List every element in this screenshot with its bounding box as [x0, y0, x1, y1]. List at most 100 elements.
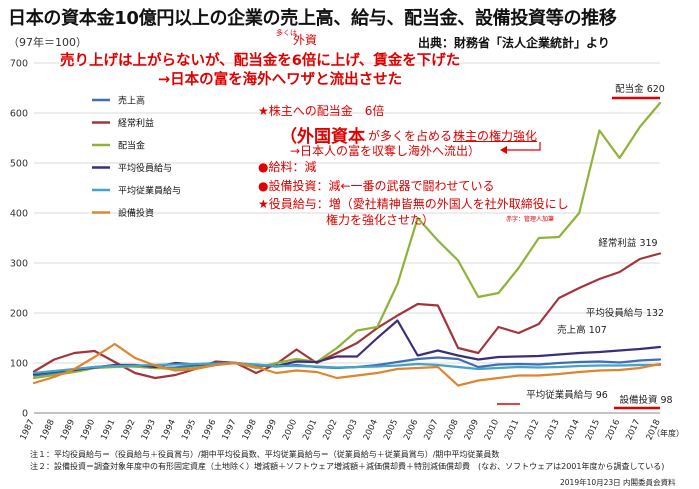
end-label: 設備投資 98	[619, 394, 672, 406]
data-point	[436, 239, 439, 242]
data-point	[396, 283, 399, 285]
data-point	[53, 376, 56, 378]
legend-entry: 配当金	[118, 140, 145, 152]
x-tick-label: 1993	[140, 418, 158, 442]
data-point	[659, 358, 661, 361]
data-point	[295, 365, 298, 367]
data-point	[618, 369, 621, 371]
data-point	[578, 371, 581, 373]
x-tick-label: 1989	[59, 418, 77, 442]
data-point	[295, 369, 298, 372]
x-tick-label: 2001	[301, 418, 319, 442]
data-point	[537, 237, 540, 239]
data-point	[154, 377, 157, 379]
data-point	[598, 129, 601, 132]
data-point	[376, 372, 379, 374]
data-point	[275, 365, 278, 367]
data-point	[477, 296, 480, 298]
data-point	[376, 337, 379, 339]
data-point	[517, 363, 520, 365]
x-tick-label: 1999	[261, 418, 279, 442]
annotation-shareholder-power: 株主の権力強化	[453, 129, 538, 143]
data-point	[113, 365, 116, 367]
data-point	[295, 360, 298, 363]
data-point	[457, 358, 459, 360]
data-point	[356, 342, 358, 344]
data-point	[53, 374, 56, 376]
data-point	[295, 358, 298, 360]
x-tick-label: 1998	[241, 418, 259, 442]
data-point	[537, 374, 540, 377]
data-point	[174, 369, 177, 372]
data-point	[517, 332, 520, 334]
data-point	[659, 252, 661, 255]
end-labels: 売上高 107 経常利益 319 配当金 620 平均役員給与 132 平均従業員給与 …	[526, 83, 672, 406]
data-point	[255, 372, 258, 374]
data-point	[497, 326, 500, 328]
data-point	[113, 361, 116, 363]
data-point	[517, 355, 520, 358]
data-point	[537, 323, 540, 325]
series-1	[32, 252, 662, 380]
data-point	[436, 356, 439, 359]
data-point	[53, 370, 56, 372]
x-tick-label: 2017	[624, 418, 642, 442]
data-point	[336, 355, 338, 358]
data-point	[598, 351, 601, 353]
data-point	[154, 364, 157, 367]
data-point	[457, 384, 459, 387]
data-point	[416, 367, 419, 369]
x-tick-label: 2011	[503, 418, 521, 442]
x-tick-label: 2013	[544, 418, 562, 442]
annotation-author-note: 赤字：管理人加筆	[506, 216, 555, 223]
data-point	[73, 368, 76, 370]
annotation-wealth-outflow: →日本人の富を収奪し海外へ流出）	[290, 144, 481, 158]
end-label: 平均従業員給与 96	[526, 389, 608, 401]
x-tick-label: 2010	[483, 418, 501, 442]
data-point	[93, 356, 96, 358]
y-axis-unit: （97年＝100）	[8, 36, 87, 49]
arrow-line	[505, 142, 541, 151]
data-point	[275, 362, 278, 364]
data-point	[578, 352, 581, 354]
end-label: 経常利益 319	[598, 237, 657, 249]
x-tick-label: 2016	[604, 418, 622, 442]
annotation-foreign-capital-rest: が多くを占める	[368, 129, 453, 143]
x-tick-label: 2007	[422, 418, 440, 442]
footnote-2: 注２：設備投資＝調査対象年度中の有形固定資産（土地除く）増減額＋ソフトウェア増減…	[30, 462, 665, 471]
annotation-executive-pay: ★役員給与：増（愛社精神皆無の外国人を社外取締役にし	[258, 197, 569, 211]
data-point	[558, 373, 560, 375]
data-point	[638, 367, 641, 369]
data-point	[558, 366, 560, 368]
page-title: 日本の資本金10億円以上の企業の売上高、給与、配当金、設備投資等の推移	[8, 8, 617, 29]
x-tick-label: 2002	[321, 418, 339, 442]
annotation-salary: ●給料：減	[258, 160, 317, 174]
data-point	[537, 363, 540, 366]
data-point	[315, 371, 318, 373]
legend-entry: 設備投資	[118, 207, 154, 219]
arrow-head-icon	[500, 146, 507, 154]
legend-entry: 経常利益	[118, 117, 154, 129]
data-point	[33, 377, 35, 379]
data-point	[578, 287, 581, 289]
data-point	[436, 304, 439, 307]
data-point	[598, 364, 601, 367]
x-tick-label: 1997	[220, 418, 238, 442]
end-label: 配当金 620	[615, 83, 665, 95]
data-point	[336, 366, 338, 369]
legend-entry: 平均従業員給与	[118, 185, 181, 197]
y-tick-label: 400	[10, 209, 28, 220]
y-tick-label: 700	[10, 59, 28, 70]
source-note: 出典：財務省「法人企業統計」より	[418, 36, 610, 50]
data-point	[416, 354, 419, 357]
annotation-small-a: 多くは	[276, 29, 297, 37]
annotation-foreign-capital: （外国資本	[280, 127, 365, 147]
data-point	[477, 352, 480, 354]
y-tick-label: 100	[10, 359, 28, 370]
data-point	[436, 349, 439, 352]
data-point	[517, 267, 520, 269]
data-point	[497, 292, 500, 294]
data-point	[618, 271, 621, 273]
data-point	[174, 374, 177, 376]
